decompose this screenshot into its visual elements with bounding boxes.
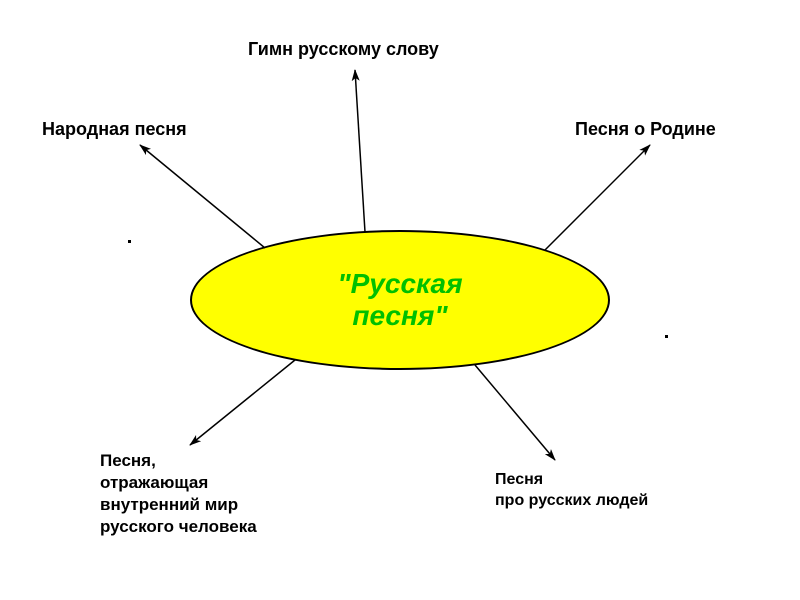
arrow-bottom-left <box>190 360 295 445</box>
node-top: Гимн русскому слову <box>248 38 439 61</box>
arrow-top <box>355 70 365 232</box>
center-node: "Русская песня" <box>190 230 610 370</box>
arrow-bottom-right <box>475 365 555 460</box>
node-bottom-right: Песня про русских людей <box>495 470 648 512</box>
stray-dot-1 <box>665 335 668 338</box>
center-node-text: "Русская песня" <box>337 268 462 332</box>
node-top-right: Песня о Родине <box>575 118 716 141</box>
arrow-top-right <box>545 145 650 250</box>
stray-dot-0 <box>128 240 131 243</box>
node-top-left: Народная песня <box>42 118 187 141</box>
arrow-top-left <box>140 145 265 248</box>
node-bottom-left: Песня, отражающая внутренний мир русског… <box>100 450 257 538</box>
